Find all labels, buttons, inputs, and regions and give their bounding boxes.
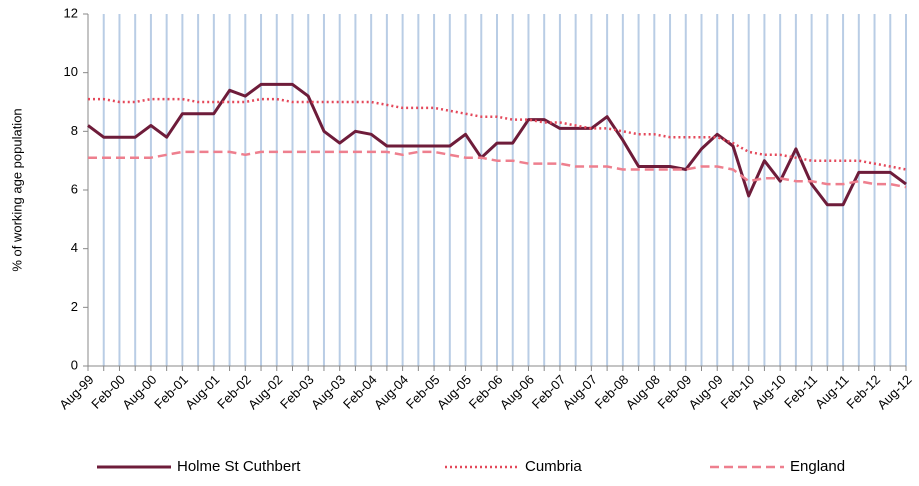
x-tick-label: Aug-03 <box>308 372 348 412</box>
y-axis-label: % of working age population <box>9 108 24 271</box>
x-tick-label: Aug-09 <box>686 372 726 412</box>
legend-label: Cumbria <box>525 458 582 475</box>
y-tick-label: 6 <box>71 181 78 196</box>
series-line <box>88 150 907 189</box>
y-tick-label: 12 <box>64 5 78 20</box>
y-tick-label: 0 <box>71 357 78 372</box>
legend-label: England <box>790 458 845 475</box>
x-tick-label: Aug-08 <box>623 372 663 412</box>
y-tick-label: 2 <box>71 299 78 314</box>
y-tick-label: 8 <box>71 123 78 138</box>
x-tick-label: Aug-04 <box>371 372 411 412</box>
x-tick-label: Aug-02 <box>245 372 285 412</box>
x-tick-label: Aug-06 <box>497 372 537 412</box>
x-tick-label: Aug-00 <box>119 372 159 412</box>
x-tick-label: Aug-11 <box>812 372 852 412</box>
x-tick-label: Aug-99 <box>56 372 96 412</box>
y-tick-label: 4 <box>71 240 78 255</box>
x-tick-label: Aug-05 <box>434 372 474 412</box>
x-tick-label: Aug-12 <box>874 372 914 412</box>
x-tick-label: Aug-01 <box>182 372 222 412</box>
series-line <box>87 82 907 207</box>
legend-label: Holme St Cuthbert <box>177 458 301 475</box>
x-tick-label: Aug-07 <box>560 372 600 412</box>
y-tick-label: 10 <box>64 64 78 79</box>
x-tick-label: Feb-11 <box>781 372 820 411</box>
series-line <box>88 97 907 171</box>
x-tick-label: Aug-10 <box>748 372 788 412</box>
